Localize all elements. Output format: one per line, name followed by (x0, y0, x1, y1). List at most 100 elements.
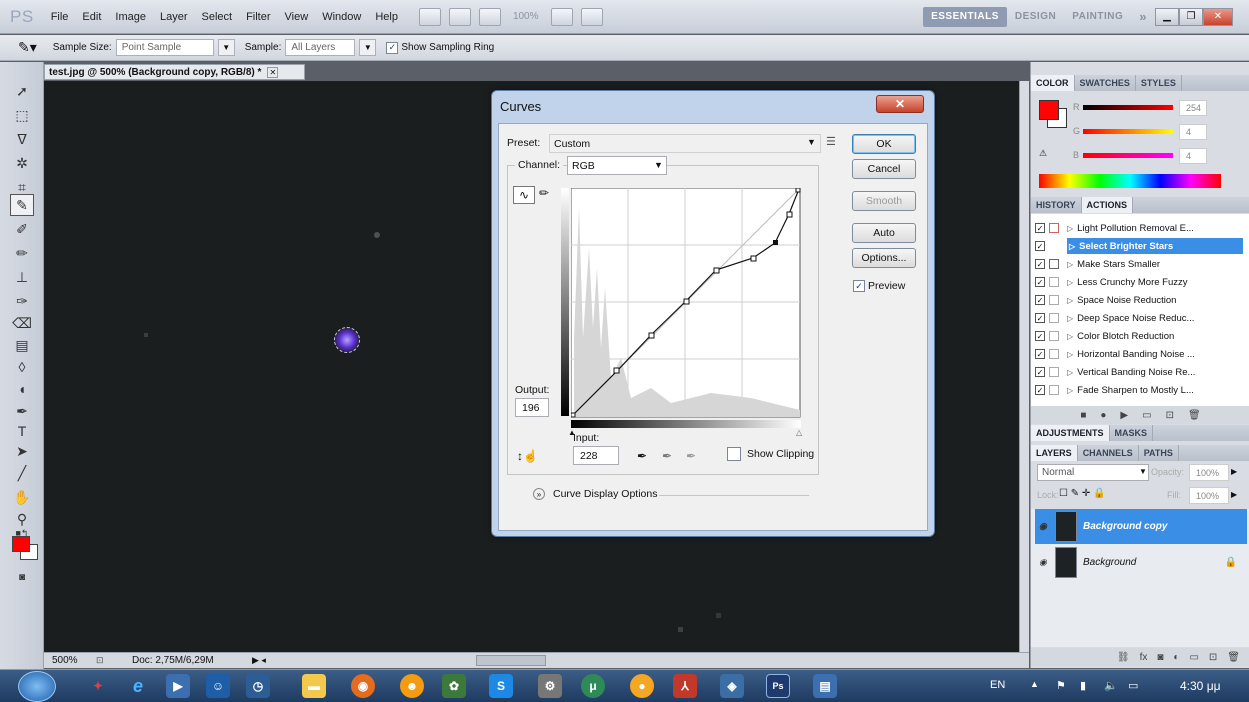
fill-field[interactable]: 100% (1189, 487, 1229, 504)
curve-point[interactable] (795, 188, 801, 193)
opacity-field[interactable]: 100% (1189, 464, 1229, 481)
expand-arrow-icon[interactable]: ▷ (1067, 277, 1074, 287)
dialog-toggle-icon[interactable] (1049, 313, 1059, 323)
foreground-color-swatch[interactable] (12, 536, 30, 552)
list-item[interactable]: ✓ ▷ Less Crunchy More Fuzzy (1035, 273, 1243, 291)
menu-layer[interactable]: Layer (159, 10, 188, 23)
g-slider[interactable] (1083, 129, 1173, 134)
game-icon[interactable]: ✿ (442, 674, 466, 698)
menu-filter[interactable]: Filter (246, 10, 271, 23)
photoshop-taskbar-icon[interactable]: Ps (766, 674, 790, 698)
media-player-icon[interactable]: ▶ (166, 674, 190, 698)
marquee-tool-icon[interactable]: ⬚ (15, 106, 29, 123)
black-eyedropper-icon[interactable]: ✒ (637, 449, 648, 463)
layer-row[interactable]: ◉ Background copy (1035, 509, 1247, 544)
menu-window[interactable]: Window (322, 10, 362, 23)
move-tool-icon[interactable]: ➚ (16, 82, 28, 99)
output-field[interactable]: 196 (515, 398, 549, 417)
b-slider[interactable] (1083, 153, 1173, 158)
selected-action[interactable]: ▷ Select Brighter Stars (1067, 238, 1243, 254)
quick-mask-icon[interactable]: ◙ (18, 571, 26, 583)
curve-point[interactable] (713, 267, 720, 274)
expand-arrow-icon[interactable]: ▷ (1067, 331, 1074, 341)
check-icon[interactable]: ✓ (1035, 313, 1045, 323)
restore-icon[interactable]: ❐ (1179, 7, 1203, 26)
blend-mode-select[interactable]: Normal (1037, 464, 1149, 481)
new-action-icon[interactable]: ⊡ (1165, 409, 1174, 421)
volume-icon[interactable]: 🔈 (1104, 680, 1118, 692)
cancel-button[interactable]: Cancel (852, 159, 916, 179)
window-app-icon[interactable]: ▤ (813, 674, 837, 698)
check-icon[interactable]: ✓ (1035, 385, 1045, 395)
workspace-more-icon[interactable]: » (1139, 9, 1147, 24)
eye-icon[interactable]: ◉ (1039, 520, 1047, 531)
sample-size-select[interactable]: Point Sample (115, 39, 214, 56)
channel-select[interactable]: RGB (567, 156, 667, 175)
trash-icon[interactable]: 🗑 (1187, 409, 1201, 421)
workspace-painting[interactable]: PAINTING (1072, 11, 1124, 22)
eyedropper-tool-icon[interactable]: ✎ (10, 194, 34, 216)
chevron-down-icon[interactable]: » (533, 488, 545, 500)
list-item[interactable]: ✓ ▷ Make Stars Smaller (1035, 255, 1243, 273)
network-icon[interactable]: ▭ (1128, 680, 1139, 692)
dialog-toggle-icon[interactable] (1049, 385, 1059, 395)
folder-icon[interactable]: ▬ (302, 674, 326, 698)
close-icon[interactable]: ✕ (1203, 7, 1233, 26)
preview-checkbox[interactable]: ✓ (853, 280, 865, 292)
workspace-essentials[interactable]: ESSENTIALS (923, 6, 1007, 27)
horizontal-scrollbar-thumb[interactable] (475, 655, 546, 666)
healing-brush-tool-icon[interactable]: ✐ (16, 220, 28, 237)
dialog-toggle-icon[interactable] (1049, 277, 1059, 287)
list-item[interactable]: ✓ ▷ Light Pollution Removal E... (1035, 219, 1243, 237)
list-item[interactable]: ✓ ▷ Color Blotch Reduction (1035, 327, 1243, 345)
black-point-slider-icon[interactable]: ▲ (568, 428, 576, 437)
vertical-scrollbar[interactable] (1019, 81, 1029, 652)
check-icon[interactable]: ✓ (1035, 277, 1045, 287)
clock-app-icon[interactable]: ◷ (246, 674, 270, 698)
preset-options-icon[interactable]: ☰ (826, 136, 836, 148)
layer-name[interactable]: Background (1083, 557, 1137, 568)
layer-style-icon[interactable]: fx (1139, 651, 1148, 663)
preset-select[interactable]: Custom (549, 134, 821, 153)
auto-button[interactable]: Auto (852, 223, 916, 243)
document-tab[interactable]: test.jpg @ 500% (Background copy, RGB/8)… (44, 64, 305, 80)
screen-mode-button[interactable] (580, 7, 603, 26)
tray-expand-icon[interactable]: ▲ (1030, 679, 1039, 689)
internet-explorer-icon[interactable]: e (132, 675, 143, 696)
options-button[interactable]: Options... (852, 248, 916, 268)
zoom-tool-icon[interactable]: ⚲ (16, 510, 28, 527)
language-indicator[interactable]: EN (990, 679, 1006, 691)
color-ramp[interactable] (1039, 174, 1221, 188)
clock[interactable]: 4:30 μμ (1180, 679, 1221, 693)
tab-layers[interactable]: LAYERS (1031, 445, 1078, 461)
crop-tool-icon[interactable]: ⌗ (18, 178, 26, 195)
network-app-icon[interactable]: ◈ (720, 674, 744, 698)
b-field[interactable]: 4 (1179, 148, 1207, 164)
pdf-reader-icon[interactable]: ⅄ (673, 674, 697, 698)
dialog-toggle-icon[interactable] (1049, 349, 1059, 359)
eye-icon[interactable]: ◉ (1039, 556, 1047, 567)
doc-info[interactable]: Doc: 2,75M/6,29M (132, 655, 214, 666)
tab-styles[interactable]: STYLES (1136, 75, 1182, 91)
play-icon[interactable]: ▶ (1120, 409, 1129, 421)
arrange-documents-button[interactable] (550, 7, 573, 26)
pen-tool-icon[interactable]: ✒ (16, 402, 28, 419)
utorrent-icon[interactable]: μ (581, 674, 605, 698)
start-button[interactable] (18, 671, 56, 702)
chevron-down-icon[interactable]: ▼ (654, 160, 663, 170)
shape-tool-icon[interactable]: ╱ (17, 464, 27, 481)
layer-row[interactable]: ◉ Background 🔒 (1035, 545, 1247, 580)
new-set-icon[interactable]: ▭ (1142, 409, 1152, 421)
menu-view[interactable]: View (284, 10, 309, 23)
dialog-toggle-icon[interactable] (1049, 367, 1059, 377)
swap-colors-icon[interactable]: ■↰ (15, 527, 29, 538)
launch-mini-bridge-button[interactable] (448, 7, 471, 26)
curve-point[interactable] (571, 412, 576, 418)
gradient-tool-icon[interactable]: ▤ (15, 336, 29, 353)
path-selection-tool-icon[interactable]: ➤ (16, 442, 28, 459)
r-field[interactable]: 254 (1179, 100, 1207, 116)
curve-edit-points-icon[interactable]: ∿ (513, 186, 535, 204)
expand-arrow-icon[interactable]: ▷ (1067, 367, 1074, 377)
check-icon[interactable]: ✓ (1035, 349, 1045, 359)
history-brush-tool-icon[interactable]: ✑ (16, 292, 28, 309)
